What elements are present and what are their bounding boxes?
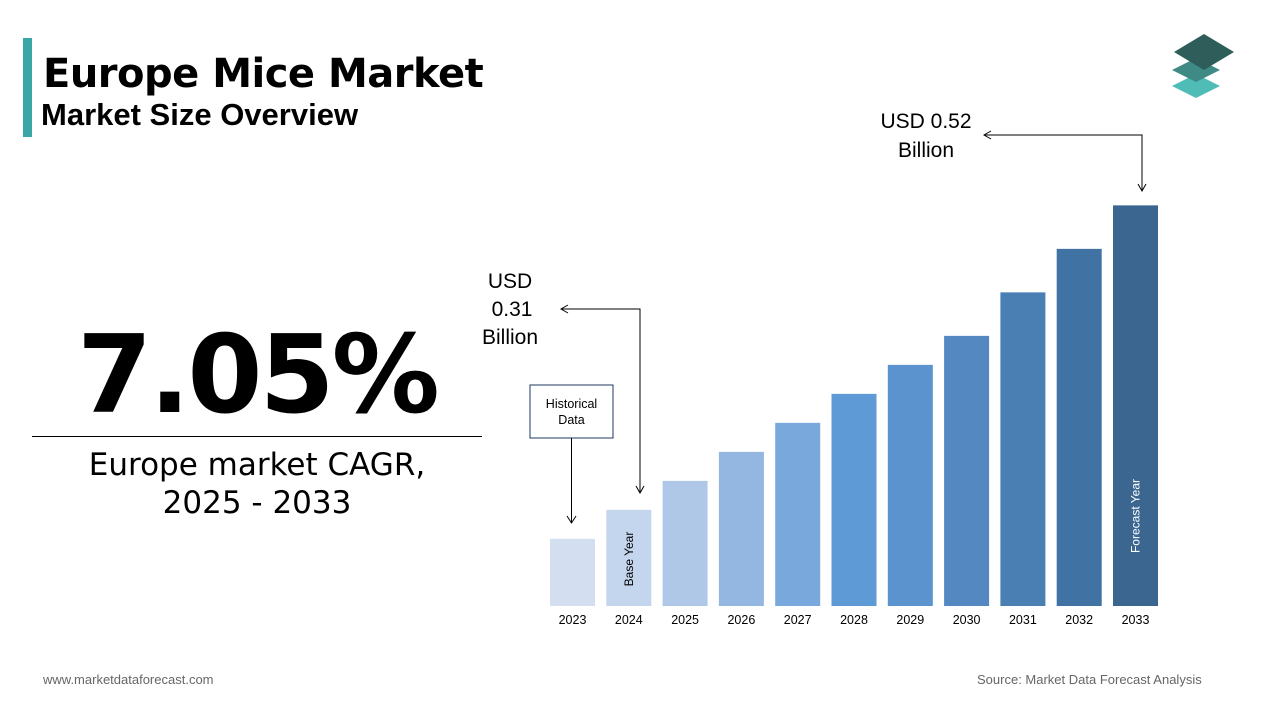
bar-2027 [775,422,821,606]
start-value-line3: Billion [482,326,538,349]
company-logo-icon [1172,34,1234,98]
cagr-divider [32,436,482,437]
footer-source: Source: Market Data Forecast Analysis [977,672,1202,687]
start-value-line1: USD [488,270,532,293]
bar-2030 [944,335,990,606]
x-tick-2029: 2029 [896,613,924,627]
x-tick-labels: 2023 2024 2025 2026 2027 2028 2029 2030 2031 2032… [559,613,1150,627]
title-accent-bar [23,38,32,137]
end-value-line2: Billion [898,139,954,162]
bar-2031 [1000,292,1046,606]
bar-2023 [550,538,595,606]
start-value-callout: USD 0.31 Billion [482,270,645,495]
x-tick-2028: 2028 [840,613,868,627]
end-value-line1: USD 0.52 [880,110,971,133]
x-tick-2027: 2027 [784,613,812,627]
logo-layer-bottom [1172,74,1220,98]
bar-2024 [606,509,652,606]
x-tick-2033: 2033 [1122,613,1150,627]
historical-data-arrowhead [566,515,577,524]
x-tick-2025: 2025 [671,613,699,627]
forecast-year-label: Forecast Year [1129,479,1143,553]
historical-data-callout: Historical Data [529,384,614,524]
bar-2029 [887,364,933,606]
x-tick-2023: 2023 [559,613,587,627]
end-value-connector [985,134,1143,190]
historical-data-line2: Data [558,413,584,427]
end-value-arrowhead-down [1137,183,1147,193]
cagr-value: 7.05% [77,313,440,438]
historical-data-box [529,384,614,439]
start-value-arrowhead-down [635,485,645,495]
bar-2025 [662,480,708,606]
start-value-connector [562,308,641,492]
x-tick-2032: 2032 [1065,613,1093,627]
historical-data-line1: Historical [546,397,597,411]
cagr-label: Europe market CAGR, 2025 - 2033 [32,446,482,522]
bar-2033 [1113,205,1158,607]
x-tick-2024: 2024 [615,613,643,627]
x-tick-2031: 2031 [1009,613,1037,627]
logo-layer-top [1174,34,1234,70]
page-title: Europe Mice Market [43,51,484,97]
start-value-arrowhead-left [559,304,569,314]
page-subtitle: Market Size Overview [41,97,359,132]
bar-inner-labels: Base Year Forecast Year [622,479,1143,586]
end-value-callout: USD 0.52 Billion [880,110,1147,193]
x-tick-2026: 2026 [727,613,755,627]
bar-2032 [1056,248,1102,607]
bar-group [550,205,1158,607]
start-value-line2: 0.31 [492,298,533,321]
bar-2026 [718,451,764,606]
cagr-label-line1: Europe market CAGR, [88,447,426,483]
cagr-label-line2: 2025 - 2033 [162,485,352,521]
base-year-label: Base Year [622,532,636,587]
footer-website: www.marketdataforecast.com [43,672,214,687]
bar-2028 [831,393,877,606]
x-tick-2030: 2030 [953,613,981,627]
end-value-arrowhead-left [982,130,992,140]
